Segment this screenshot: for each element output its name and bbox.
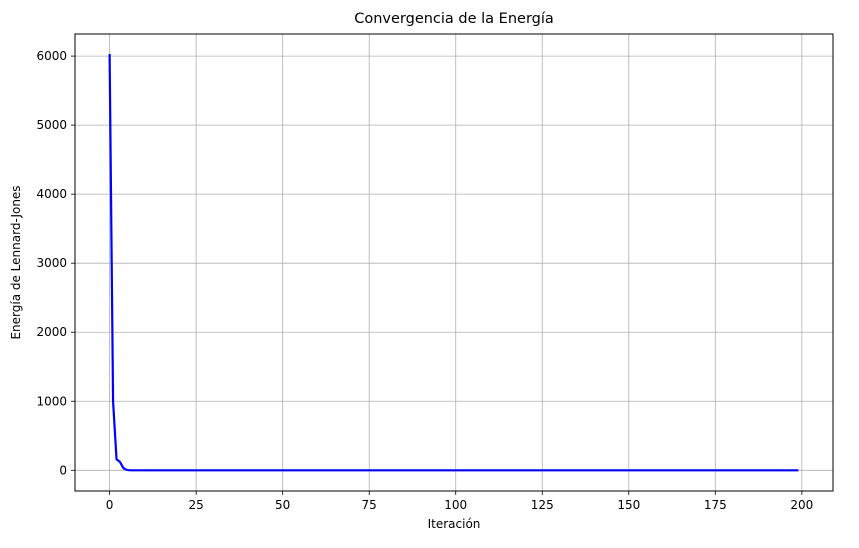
x-tick-label: 25: [189, 498, 204, 512]
x-tick-label: 175: [704, 498, 727, 512]
y-tick-label: 0: [59, 463, 67, 477]
data-layer: [108, 54, 799, 472]
y-tick-label: 5000: [36, 118, 67, 132]
x-tick-label: 75: [362, 498, 377, 512]
chart-title: Convergencia de la Energía: [354, 11, 554, 27]
y-tick-label: 6000: [36, 49, 67, 63]
y-tick-label: 2000: [36, 325, 67, 339]
y-tick-label: 1000: [36, 394, 67, 408]
y-axis-label: Energía de Lennard-Jones: [9, 185, 23, 339]
y-tick-label: 3000: [36, 256, 67, 270]
x-tick-label: 150: [617, 498, 640, 512]
x-tick-label: 50: [275, 498, 290, 512]
x-tick-label: 200: [790, 498, 813, 512]
x-tick-label: 125: [531, 498, 554, 512]
x-axis-label: Iteración: [428, 517, 481, 531]
y-tick-label: 4000: [36, 187, 67, 201]
plot-frame: [74, 33, 834, 492]
energy-series-line: [108, 54, 799, 472]
x-tick-label: 100: [444, 498, 467, 512]
x-tick-label: 0: [106, 498, 114, 512]
ticks: 0 25 50 75 100 125 150 175 200010002000300040005…: [36, 49, 813, 512]
